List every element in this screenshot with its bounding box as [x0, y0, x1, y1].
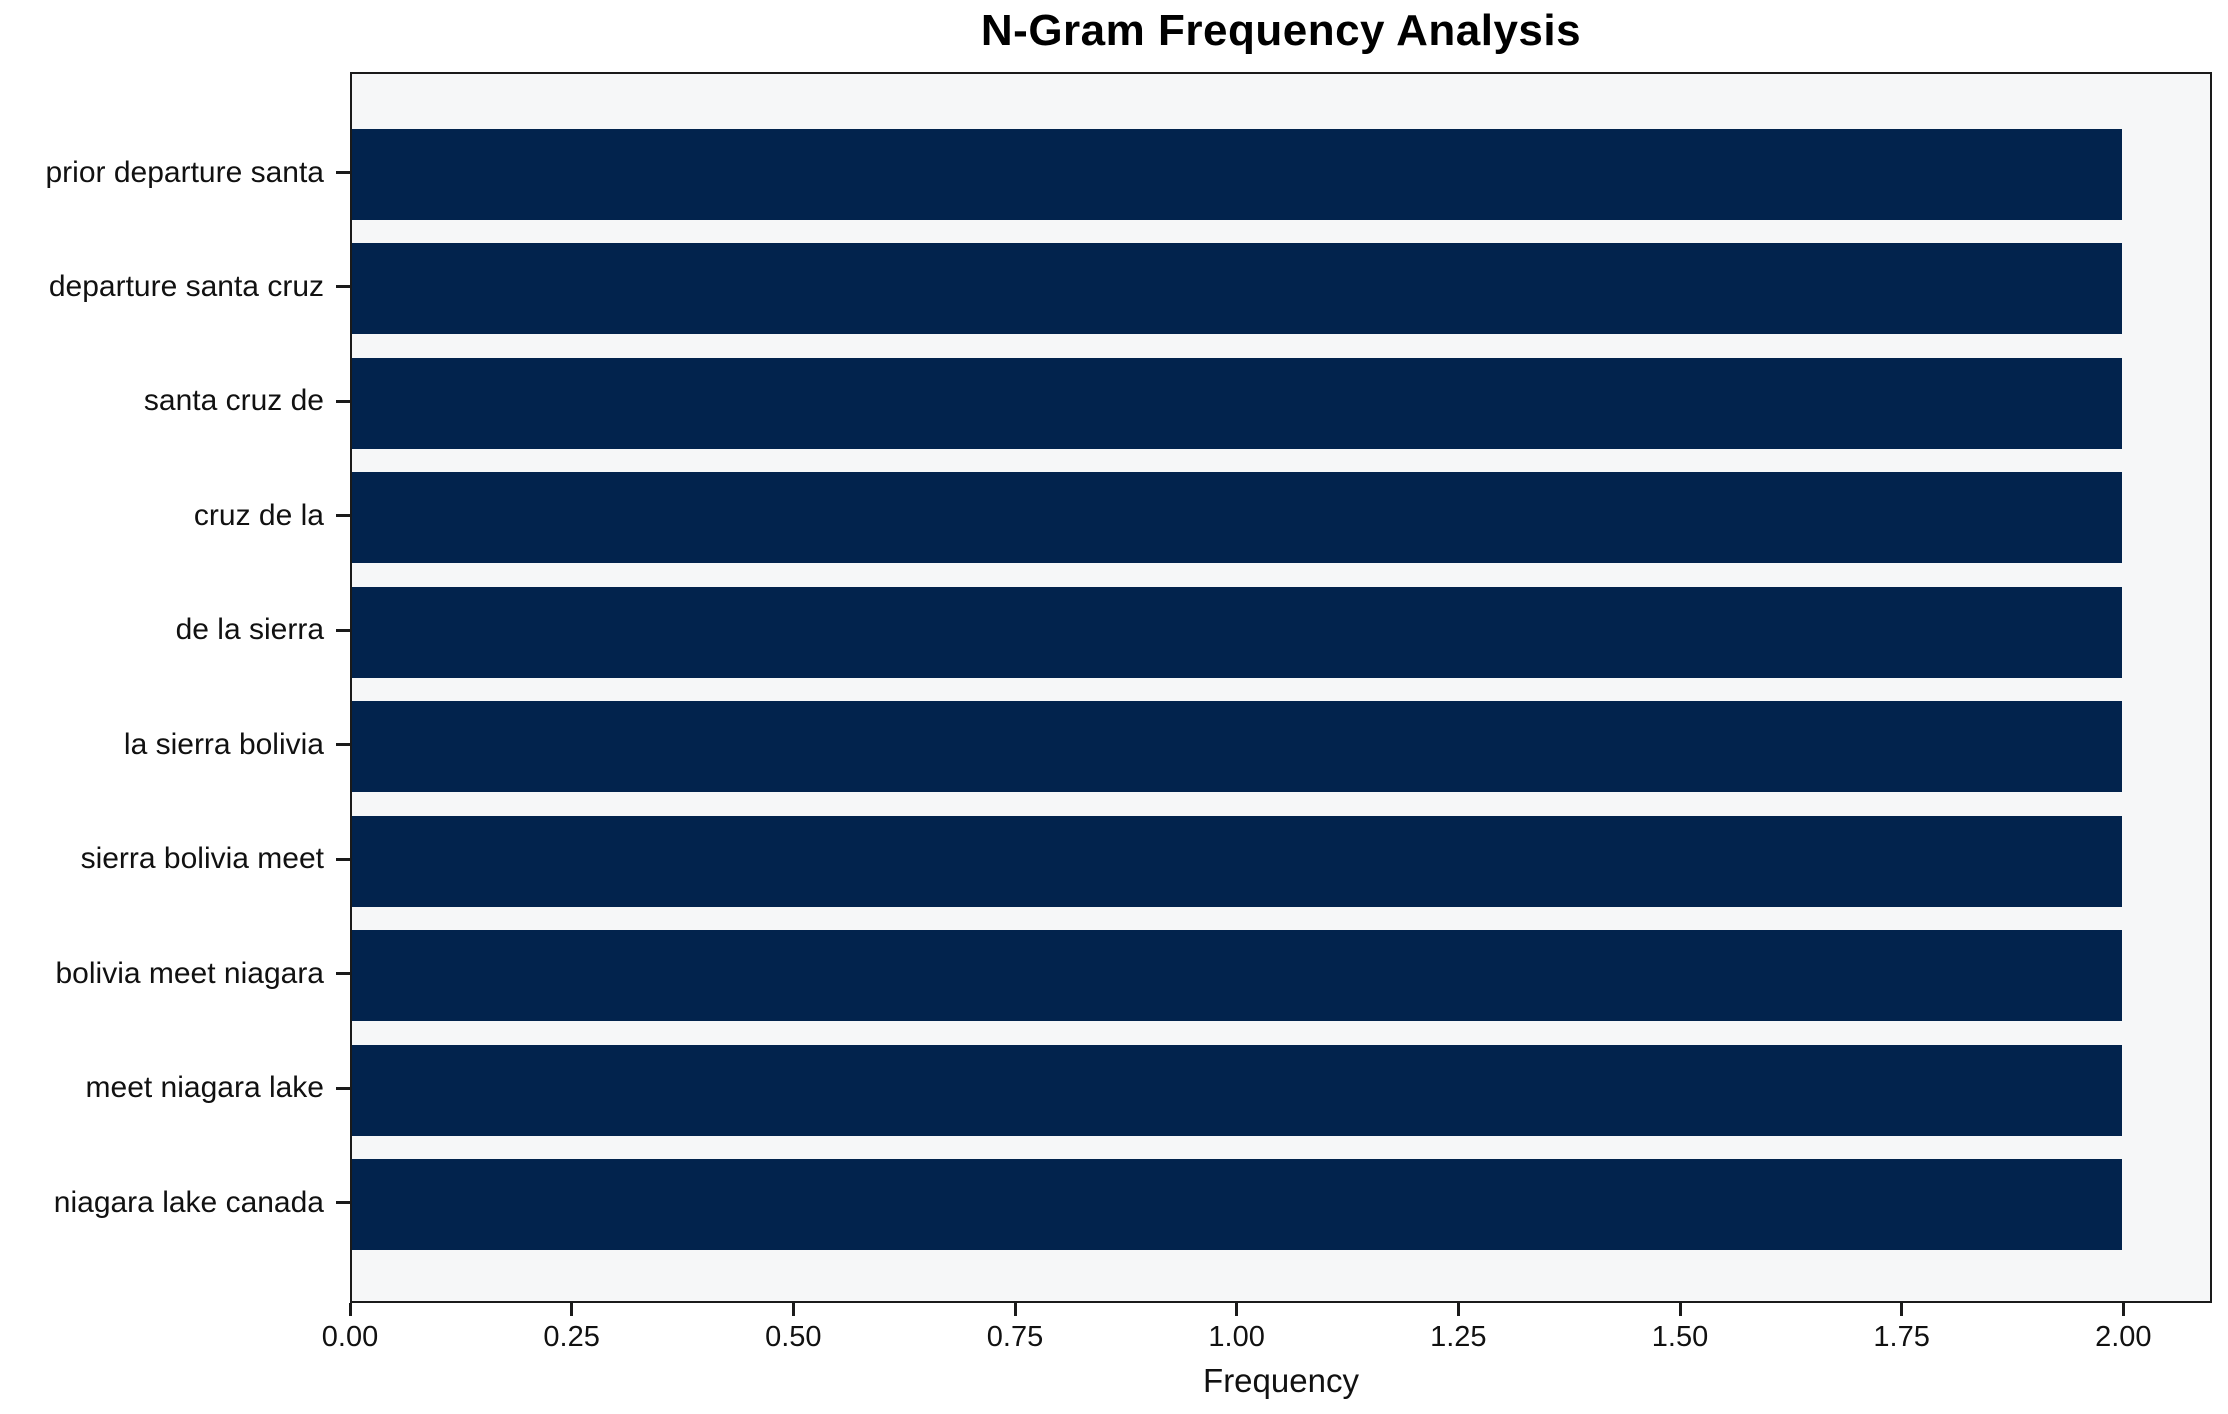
- bar: [352, 815, 2122, 907]
- bar: [352, 357, 2122, 449]
- y-tick-label: la sierra bolivia: [123, 727, 324, 761]
- x-tick-label: 1.25: [1430, 1321, 1487, 1353]
- bar: [352, 472, 2122, 564]
- x-axis-label: Frequency: [1203, 1362, 1359, 1399]
- x-tick: [570, 1303, 574, 1316]
- bar: [352, 930, 2122, 1022]
- bar: [352, 243, 2122, 335]
- y-tick-label: departure santa cruz: [48, 269, 324, 303]
- y-tick: [336, 628, 350, 632]
- bar: [352, 129, 2122, 220]
- y-tick: [336, 399, 350, 403]
- x-tick-label: 0.75: [986, 1321, 1044, 1353]
- x-tick-label: 0.00: [321, 1321, 379, 1353]
- y-tick-label: prior departure santa: [45, 155, 325, 189]
- bar: [352, 586, 2122, 678]
- x-tick-label: 0.25: [543, 1321, 600, 1353]
- y-tick: [336, 972, 350, 976]
- x-tick-label: 1.75: [1873, 1321, 1930, 1353]
- y-tick: [336, 285, 350, 289]
- x-tick: [348, 1303, 352, 1316]
- bar: [352, 701, 2122, 793]
- y-tick: [336, 514, 350, 518]
- x-tick: [1013, 1303, 1017, 1316]
- x-tick: [2121, 1303, 2125, 1316]
- x-tick: [1678, 1303, 1682, 1316]
- plot-area: [350, 72, 2212, 1303]
- x-tick-label: 1.50: [1651, 1321, 1709, 1353]
- x-tick-label: 2.00: [2095, 1321, 2152, 1353]
- y-tick-label: bolivia meet niagara: [55, 956, 325, 990]
- y-tick: [336, 1086, 350, 1090]
- y-tick-label: cruz de la: [193, 498, 324, 532]
- y-tick-label: de la sierra: [175, 613, 324, 647]
- y-tick: [336, 1201, 350, 1204]
- bar: [352, 1159, 2122, 1250]
- x-tick: [791, 1303, 795, 1316]
- x-tick: [1456, 1303, 1460, 1316]
- x-tick: [1900, 1303, 1904, 1316]
- y-tick: [336, 171, 350, 174]
- y-tick: [336, 743, 350, 747]
- y-tick-label: meet niagara lake: [85, 1071, 324, 1105]
- bar: [352, 1044, 2122, 1136]
- y-tick-label: sierra bolivia meet: [80, 842, 324, 876]
- x-tick: [1235, 1303, 1239, 1316]
- y-tick-label: santa cruz de: [143, 384, 324, 418]
- x-tick-label: 0.50: [765, 1321, 822, 1353]
- x-tick-label: 1.00: [1208, 1321, 1265, 1353]
- y-tick: [336, 857, 350, 861]
- y-tick-label: niagara lake canada: [53, 1185, 324, 1219]
- chart-title: N-Gram Frequency Analysis: [980, 6, 1582, 55]
